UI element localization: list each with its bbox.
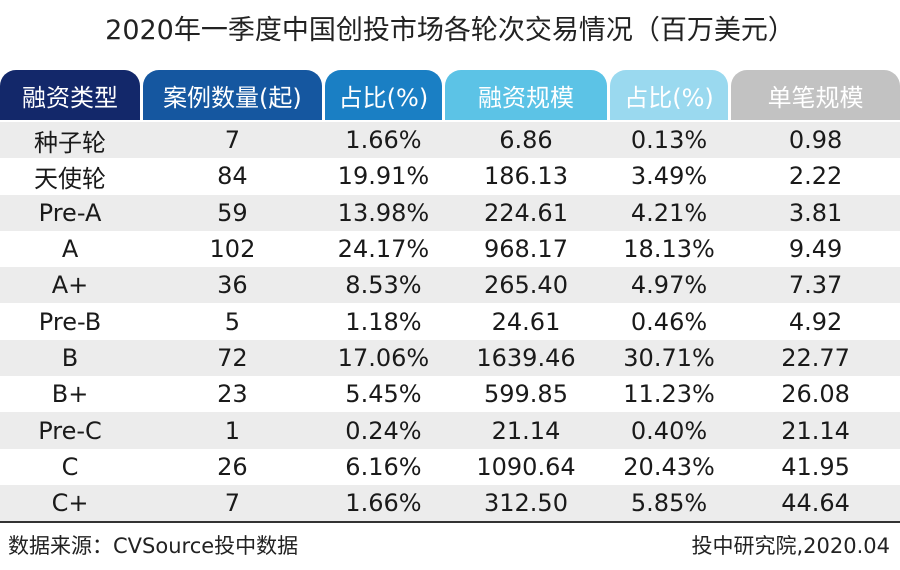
table-row: A 102 24.17% 968.17 18.13% 9.49 xyxy=(0,230,900,268)
table-cell: 968.17 xyxy=(483,235,568,264)
table-cell: 5.85% xyxy=(630,489,708,518)
data-source: 数据来源：CVSource投中数据 xyxy=(8,534,299,558)
table-cell: 265.40 xyxy=(483,271,568,300)
table-body: 种子轮 7 1.66% 6.86 0.13% 0.98 天使轮 84 19.91% 186.13 3… xyxy=(0,122,900,522)
table-cell: 22.77 xyxy=(781,343,850,372)
table-cell: 26 xyxy=(217,452,248,481)
table-cell: 6.16% xyxy=(345,452,422,481)
table-cell: 26.08 xyxy=(781,380,850,409)
table-cell: C xyxy=(61,452,79,481)
table-cell: 41.95 xyxy=(781,452,850,481)
table-cell: 186.13 xyxy=(483,162,568,191)
table-row: C+ 7 1.66% 312.50 5.85% 44.64 xyxy=(0,484,900,522)
table-cell: 11.23% xyxy=(623,380,715,409)
table-cell: 3.49% xyxy=(630,162,708,191)
table-cell: 0.24% xyxy=(345,416,422,445)
table-cell: 2.22 xyxy=(788,162,843,191)
table-cell: 天使轮 xyxy=(34,164,107,193)
table-row: 天使轮 84 19.91% 186.13 3.49% 2.22 xyxy=(0,158,900,195)
table-cell: 1.66% xyxy=(345,126,422,155)
table-cell: C+ xyxy=(51,489,89,518)
column-header-5: 单笔规模 xyxy=(731,70,900,120)
table-cell: 0.46% xyxy=(630,307,708,336)
column-header-2: 占比(%) xyxy=(324,70,443,120)
table-cell: 8.53% xyxy=(345,271,422,300)
table-cell: 44.64 xyxy=(781,489,850,518)
table-cell: 23 xyxy=(217,380,248,409)
table-cell: 0.13% xyxy=(630,126,708,155)
table-row: Pre-C 1 0.24% 21.14 0.40% 21.14 xyxy=(0,412,900,449)
table-cell: 24.61 xyxy=(491,307,561,336)
table-header: 融资类型 案例数量(起) 占比(%) 融资规模 占比(%) 单笔规模 xyxy=(0,70,900,120)
footer-divider xyxy=(0,521,900,523)
table-row: Pre-A 59 13.98% 224.61 4.21% 3.81 xyxy=(0,194,900,231)
table-cell: B+ xyxy=(51,380,89,409)
table-cell: 4.92 xyxy=(788,307,843,336)
data-table: 融资类型 案例数量(起) 占比(%) 融资规模 占比(%) 单笔规模 种子轮 7 1.66% 6… xyxy=(0,70,900,522)
table-cell: 30.71% xyxy=(623,343,715,372)
table-cell: 19.91% xyxy=(337,162,430,191)
table-cell: 0.98 xyxy=(788,126,843,155)
table-cell: 20.43% xyxy=(623,452,715,481)
table-row: B 72 17.06% 1639.46 30.71% 22.77 xyxy=(0,339,900,377)
table-cell: 13.98% xyxy=(337,198,430,227)
table-cell: 1.18% xyxy=(345,307,422,336)
table-row: B+ 23 5.45% 599.85 11.23% 26.08 xyxy=(0,376,900,413)
table-row: 种子轮 7 1.66% 6.86 0.13% 0.98 xyxy=(0,122,900,159)
table-cell: 1 xyxy=(224,416,241,445)
table-cell: 224.61 xyxy=(483,198,568,227)
table-row: Pre-B 5 1.18% 24.61 0.46% 4.92 xyxy=(0,303,900,340)
table-cell: 1090.64 xyxy=(476,452,576,481)
table-cell: Pre-C xyxy=(38,416,102,445)
table-cell: 312.50 xyxy=(483,489,568,518)
table-cell: 36 xyxy=(217,271,248,300)
column-header-3: 融资规模 xyxy=(445,70,607,120)
table-cell: 5.45% xyxy=(345,380,422,409)
table-cell: 21.14 xyxy=(781,416,850,445)
table-cell: 17.06% xyxy=(337,343,430,372)
table-cell: 1.66% xyxy=(345,489,422,518)
table-cell: Pre-A xyxy=(38,198,102,227)
table-cell: 6.86 xyxy=(499,126,553,155)
table-cell: 72 xyxy=(217,343,248,372)
table-cell: 102 xyxy=(209,235,256,264)
table-row: C 26 6.16% 1090.64 20.43% 41.95 xyxy=(0,448,900,485)
table-cell: 7 xyxy=(224,126,241,155)
column-header-4: 占比(%) xyxy=(609,70,729,120)
table-cell: A xyxy=(61,235,79,264)
table-cell: 18.13% xyxy=(623,235,715,264)
table-cell: 种子轮 xyxy=(34,128,107,157)
table-cell: 599.85 xyxy=(483,380,568,409)
table-cell: B xyxy=(61,343,79,372)
table-cell: 84 xyxy=(217,162,248,191)
table-cell: 21.14 xyxy=(491,416,561,445)
chart-title: 2020年一季度中国创投市场各轮次交易情况（百万美元） xyxy=(105,15,795,46)
table-cell: 3.81 xyxy=(788,198,843,227)
table-cell: 7 xyxy=(224,489,241,518)
table-cell: 4.97% xyxy=(630,271,708,300)
table-cell: 1639.46 xyxy=(476,343,576,372)
table-row: A+ 36 8.53% 265.40 4.97% 7.37 xyxy=(0,267,900,304)
column-header-1: 案例数量(起) xyxy=(143,70,322,120)
table-cell: 24.17% xyxy=(337,235,430,264)
credit-label: 投中研究院,2020.04 xyxy=(691,534,890,558)
table-cell: Pre-B xyxy=(38,307,102,336)
table-cell: 0.40% xyxy=(630,416,708,445)
table-cell: 5 xyxy=(224,307,241,336)
column-header-0: 融资类型 xyxy=(0,70,141,120)
table-cell: A+ xyxy=(51,271,89,300)
table-cell: 7.37 xyxy=(788,271,843,300)
table-cell: 9.49 xyxy=(788,235,843,264)
table-cell: 59 xyxy=(217,198,248,227)
table-cell: 4.21% xyxy=(630,198,708,227)
